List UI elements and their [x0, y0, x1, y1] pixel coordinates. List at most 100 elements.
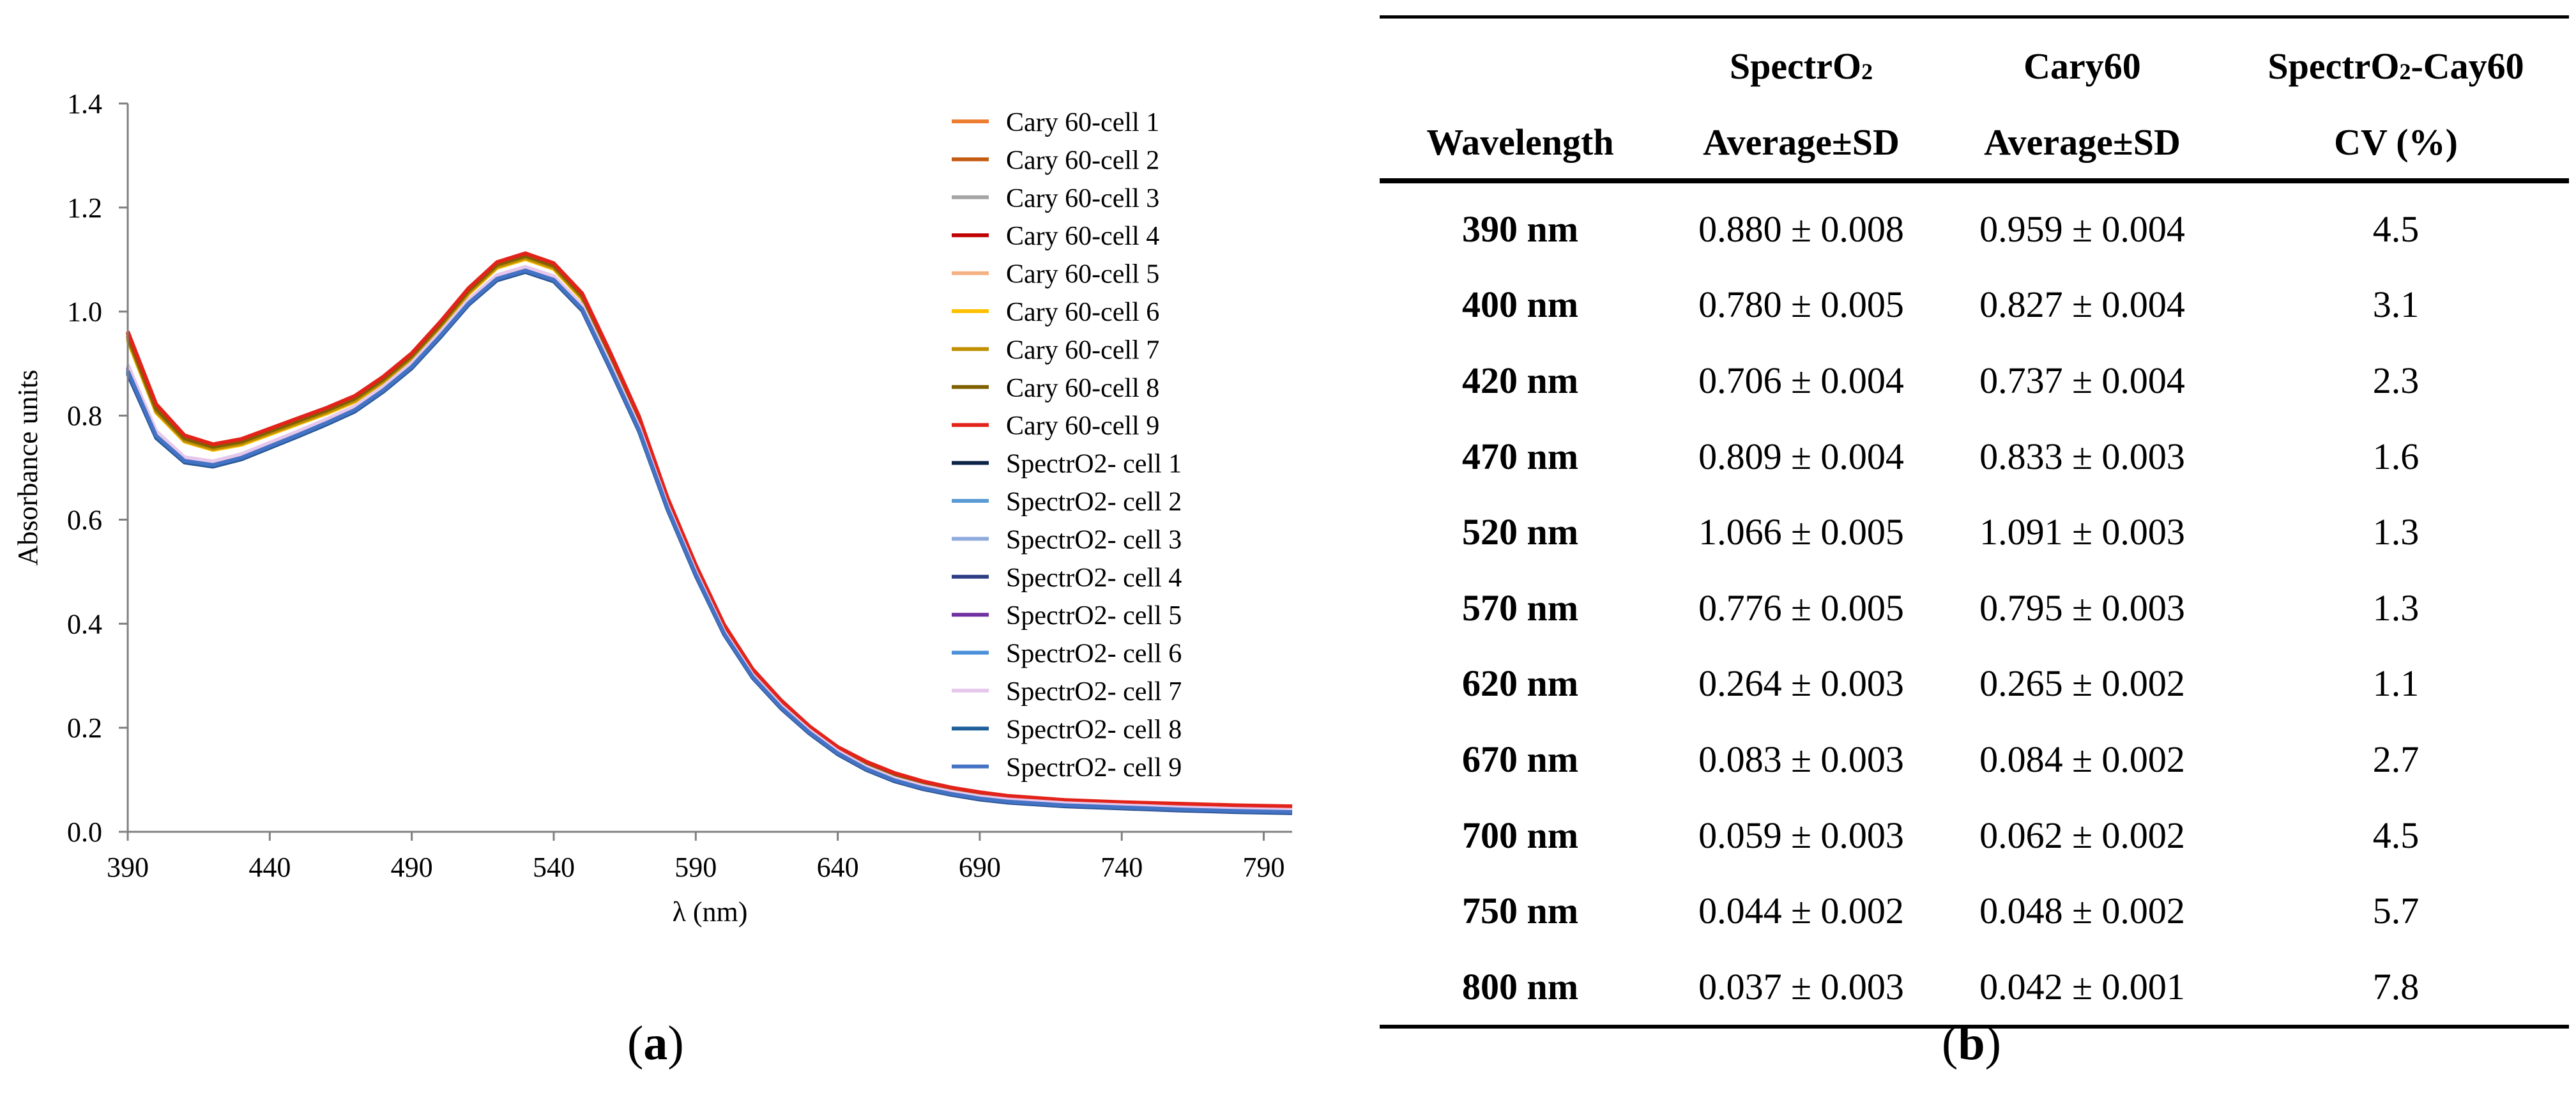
cell-cv: 5.7: [2372, 890, 2420, 932]
cell-spectro2: 0.059 ± 0.003: [1698, 814, 1904, 856]
legend-label: Cary 60-cell 4: [1006, 222, 1159, 251]
table-row: 390 nm 0.880 ± 0.008 0.959 ± 0.004 4.5: [1380, 181, 2569, 267]
table-row: 570 nm 0.776 ± 0.005 0.795 ± 0.003 1.3: [1380, 570, 2569, 646]
absorbance-chart: 0.0 0.2 0.4 0.6 0.8 1.0 1.2 1.4 390 440 490 540 590 6…: [12, 88, 1293, 928]
table-row: 620 nm 0.264 ± 0.003 0.265 ± 0.002 1.1: [1380, 646, 2569, 722]
cell-cary60: 0.042 ± 0.001: [1942, 948, 2223, 1029]
x-tick-label: 590: [674, 852, 717, 883]
table-body: 390 nm 0.880 ± 0.008 0.959 ± 0.004 4.5 400 n…: [1380, 181, 2569, 1029]
table-row: 700 nm 0.059 ± 0.003 0.062 ± 0.002 4.5: [1380, 797, 2569, 873]
header-wavelength: Wavelength: [1380, 105, 1661, 183]
y-tick-label: 0.2: [67, 712, 102, 744]
x-tick-label: 390: [107, 852, 149, 883]
cell-spectro2: 0.037 ± 0.003: [1661, 948, 1942, 1029]
cell-cv: 4.5: [2372, 208, 2420, 250]
legend-label: Cary 60-cell 1: [1006, 108, 1159, 137]
x-tick-label: 540: [533, 852, 575, 883]
legend-label: SpectrO2- cell 1: [1006, 450, 1182, 479]
legend-label: SpectrO2- cell 7: [1006, 677, 1182, 707]
cell-spectro2: 1.066 ± 0.005: [1698, 511, 1904, 553]
cell-cv: 1.1: [2372, 662, 2420, 705]
table-row: 750 nm 0.044 ± 0.002 0.048 ± 0.002 5.7: [1380, 873, 2569, 949]
cell-spectro2: 0.780 ± 0.005: [1698, 284, 1904, 326]
cell-wavelength: 390 nm: [1461, 208, 1579, 250]
legend-label: SpectrO2- cell 2: [1006, 487, 1182, 517]
legend-label: Cary 60-cell 7: [1006, 335, 1159, 365]
y-tick-label: 1.2: [67, 192, 102, 224]
table-header-row-1: SpectrO2 Cary60 SpectrO2-Cay60: [1380, 15, 2569, 105]
cell-cary60: 0.737 ± 0.004: [1979, 359, 2185, 401]
header-spectro2: SpectrO2: [1661, 15, 1942, 105]
table-panel: SpectrO2 Cary60 SpectrO2-Cay60 Wavelengt…: [1380, 0, 2576, 1095]
cell-cv: 2.7: [2372, 738, 2420, 780]
panel-b-letter: b: [1958, 1016, 1985, 1070]
y-tick-label: 0.6: [67, 504, 102, 535]
header-spectro2-cay60: SpectrO2-Cay60: [2223, 15, 2569, 105]
cell-wavelength: 420 nm: [1461, 359, 1579, 401]
cell-cary60: 0.827 ± 0.004: [1979, 284, 2185, 326]
header-cv: CV (%): [2223, 105, 2569, 183]
series-line-9: [126, 251, 1293, 809]
series-line-18: [126, 268, 1293, 815]
header-cary60: Cary60: [1942, 15, 2223, 105]
legend-label: SpectrO2- cell 8: [1006, 715, 1182, 744]
cell-cv: 1.6: [2372, 435, 2420, 477]
cell-spectro2: 0.776 ± 0.005: [1698, 586, 1904, 629]
cell-cary60: 0.084 ± 0.002: [1979, 738, 2185, 780]
y-tick-label: 0.4: [67, 608, 102, 639]
cell-cary60: 0.048 ± 0.002: [1979, 890, 2185, 932]
chart-panel: 0.0 0.2 0.4 0.6 0.8 1.0 1.2 1.4 390 440 490 540 590 6…: [12, 88, 1293, 928]
cell-cv: 3.1: [2372, 284, 2420, 326]
comparison-table: SpectrO2 Cary60 SpectrO2-Cay60 Wavelengt…: [1380, 15, 2569, 1029]
cell-wavelength: 570 nm: [1461, 586, 1579, 629]
cell-wavelength: 620 nm: [1461, 662, 1579, 705]
panel-a-caption: (a): [627, 1016, 684, 1070]
cell-spectro2: 0.083 ± 0.003: [1698, 738, 1904, 780]
x-tick-label: 690: [959, 852, 1001, 883]
legend-label: Cary 60-cell 5: [1006, 260, 1159, 289]
header-average-sd-cary60: Average±SD: [1942, 105, 2223, 183]
cell-wavelength: 470 nm: [1461, 435, 1579, 477]
legend-label: SpectrO2- cell 3: [1006, 525, 1182, 555]
legend-label: Cary 60-cell 3: [1006, 184, 1159, 213]
cell-spectro2: 0.706 ± 0.004: [1698, 359, 1904, 401]
cell-spectro2: 0.880 ± 0.008: [1698, 208, 1904, 250]
table-row: 670 nm 0.083 ± 0.003 0.084 ± 0.002 2.7: [1380, 721, 2569, 797]
legend-label: SpectrO2- cell 6: [1006, 639, 1182, 669]
table-row: 800 nm 0.037 ± 0.003 0.042 ± 0.001 7.8: [1380, 948, 2569, 1029]
cell-cv: 1.3: [2372, 511, 2420, 553]
cell-cary60: 0.833 ± 0.003: [1979, 435, 2185, 477]
cell-wavelength: 520 nm: [1461, 511, 1579, 553]
legend-label: SpectrO2- cell 5: [1006, 601, 1182, 631]
cell-cv: 4.5: [2372, 814, 2420, 856]
panel-b-caption: (b): [1942, 1016, 2001, 1070]
header-average-sd-spectro2: Average±SD: [1661, 105, 1942, 183]
y-tick-label: 1.4: [67, 88, 102, 119]
table-row: 520 nm 1.066 ± 0.005 1.091 ± 0.003 1.3: [1380, 494, 2569, 570]
panel-a-letter: a: [643, 1016, 668, 1070]
x-tick-label: 790: [1243, 852, 1285, 883]
table-header-row-2: Wavelength Average±SD Average±SD CV (%): [1380, 105, 2569, 183]
cell-cary60: 0.795 ± 0.003: [1979, 586, 2185, 629]
table-row: 420 nm 0.706 ± 0.004 0.737 ± 0.004 2.3: [1380, 342, 2569, 418]
cell-cary60: 1.091 ± 0.003: [1979, 511, 2185, 553]
cell-spectro2: 0.264 ± 0.003: [1698, 662, 1904, 705]
legend-label: Cary 60-cell 9: [1006, 411, 1159, 441]
cell-wavelength: 670 nm: [1461, 738, 1579, 780]
y-tick-label: 0.0: [67, 816, 102, 848]
cell-cary60: 0.265 ± 0.002: [1979, 662, 2185, 705]
table-row: 470 nm 0.809 ± 0.004 0.833 ± 0.003 1.6: [1380, 418, 2569, 494]
legend-label: SpectrO2- cell 4: [1006, 563, 1182, 593]
cell-cary60: 0.959 ± 0.004: [1979, 208, 2185, 250]
y-axis-title: Absorbance units: [12, 370, 43, 566]
legend-label: Cary 60-cell 8: [1006, 374, 1159, 403]
y-tick-label: 1.0: [67, 296, 102, 328]
table-row: 400 nm 0.780 ± 0.005 0.827 ± 0.004 3.1: [1380, 267, 2569, 343]
x-tick-label: 440: [248, 852, 291, 883]
cell-cv: 1.3: [2372, 586, 2420, 629]
cell-wavelength: 750 nm: [1461, 890, 1579, 932]
cell-cv: 2.3: [2372, 359, 2420, 401]
legend-label: SpectrO2- cell 9: [1006, 753, 1182, 783]
x-tick-label: 740: [1101, 852, 1143, 883]
cell-cv: 7.8: [2223, 948, 2569, 1029]
